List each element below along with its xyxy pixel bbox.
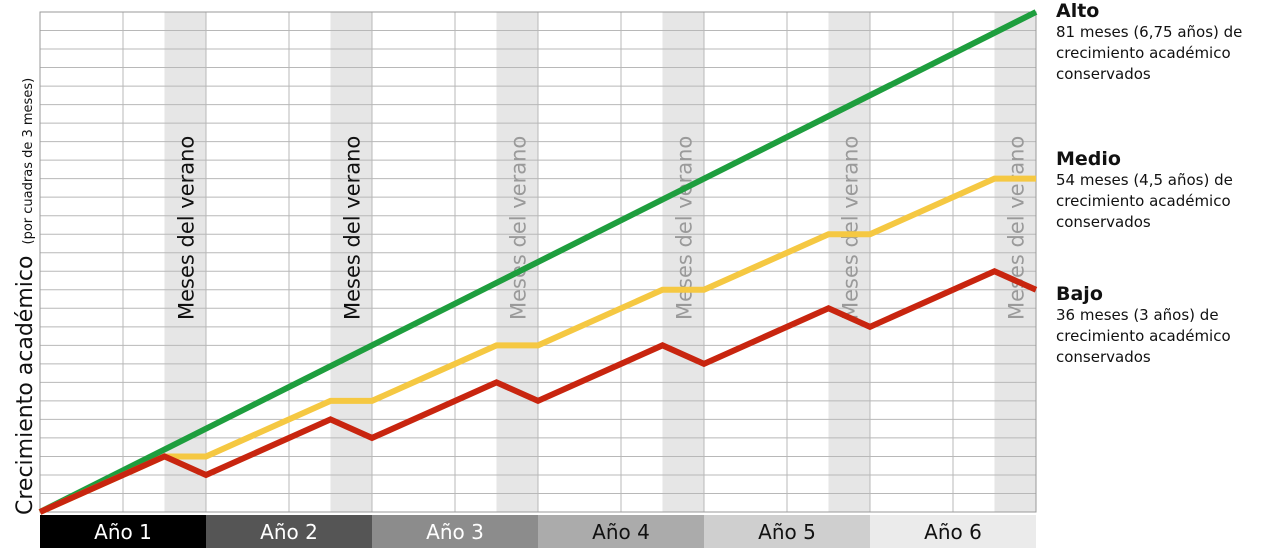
series-line-alto — [38, 9, 1038, 515]
legend-bajo-desc: 36 meses (3 años) de crecimiento académi… — [1056, 306, 1231, 366]
summer-label-2: Meses del verano — [340, 136, 364, 320]
year-bar-5 — [704, 515, 870, 548]
series-line-medio — [38, 175, 1036, 515]
legend-alto: Alto 81 meses (6,75 años) de crecimiento… — [1056, 0, 1264, 85]
year-bar-3 — [372, 515, 538, 548]
summer-label-3: Meses del verano — [506, 136, 530, 320]
summer-band-1 — [164, 12, 206, 512]
year-label-6: Año 6 — [924, 520, 982, 544]
growth-chart: Meses del verano Meses del verano Meses de… — [13, 9, 1038, 548]
legend-medio-name: Medio — [1056, 148, 1121, 170]
legend-medio-desc: 54 meses (4,5 años) de crecimiento acadé… — [1056, 171, 1233, 231]
series-line-bajo — [38, 267, 1038, 515]
legend-alto-desc: 81 meses (6,75 años) de crecimiento acad… — [1056, 23, 1243, 83]
legend-bajo-name: Bajo — [1056, 283, 1103, 305]
year-label-5: Año 5 — [758, 520, 816, 544]
year-bar-4 — [538, 515, 704, 548]
year-bar-2 — [206, 515, 372, 548]
year-label-1: Año 1 — [94, 520, 152, 544]
year-label-2: Año 2 — [260, 520, 318, 544]
year-label-4: Año 4 — [592, 520, 650, 544]
plot-frame — [39, 11, 1037, 513]
summer-label-5: Meses del verano — [838, 136, 862, 320]
summer-label-6: Meses del verano — [1004, 136, 1028, 320]
legend-alto-name: Alto — [1056, 0, 1100, 22]
year-bar-6 — [870, 515, 1036, 548]
summer-label-1: Meses del verano — [174, 136, 198, 320]
legend-medio: Medio 54 meses (4,5 años) de crecimiento… — [1056, 148, 1264, 233]
summer-band-5 — [828, 12, 870, 512]
year-label-3: Año 3 — [426, 520, 484, 544]
y-axis-label: Crecimiento académico (por cuadras de 3 … — [13, 78, 38, 515]
y-axis-title: Crecimiento académico — [13, 256, 38, 515]
summer-band-4 — [662, 12, 704, 512]
legend-bajo: Bajo 36 meses (3 años) de crecimiento ac… — [1056, 283, 1264, 368]
summer-band-3 — [496, 12, 538, 512]
summer-band-6 — [994, 12, 1036, 512]
y-axis-note: (por cuadras de 3 meses) — [21, 78, 36, 245]
year-bar-1 — [40, 515, 206, 548]
